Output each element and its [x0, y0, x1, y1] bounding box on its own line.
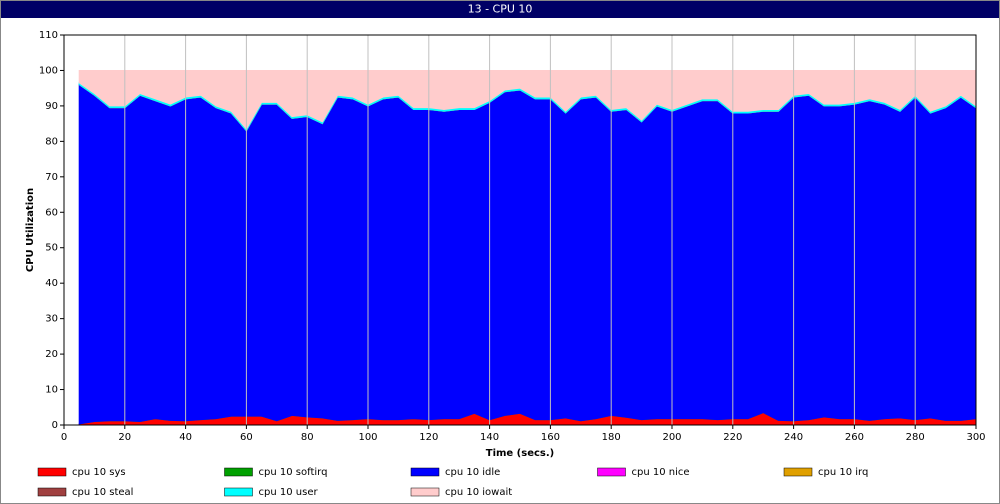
x-tick-label: 20	[118, 432, 131, 443]
legend-swatch	[224, 487, 253, 497]
y-tick-label: 60	[45, 207, 58, 218]
legend-swatch	[783, 467, 813, 477]
y-tick-label: 50	[45, 243, 58, 254]
y-tick-label: 20	[45, 349, 58, 360]
legend-label: cpu 10 irq	[818, 467, 868, 478]
x-tick-label: 0	[61, 432, 67, 443]
legend-swatch	[224, 467, 253, 477]
legend-swatch	[37, 467, 67, 477]
x-axis-label: Time (secs.)	[486, 448, 555, 459]
x-tick-label: 120	[419, 432, 438, 443]
legend-label: cpu 10 sys	[72, 467, 126, 478]
title-bar	[1, 1, 999, 18]
legend-label: cpu 10 nice	[632, 467, 690, 478]
legend-label: cpu 10 user	[259, 487, 319, 498]
y-axis-label: CPU Utilization	[25, 188, 36, 272]
x-tick-label: 260	[845, 432, 864, 443]
y-tick-label: 110	[39, 30, 58, 41]
x-tick-label: 80	[301, 432, 314, 443]
x-tick-label: 160	[541, 432, 560, 443]
legend-swatch	[410, 467, 440, 477]
y-tick-label: 70	[45, 172, 58, 183]
y-tick-label: 90	[45, 101, 58, 112]
x-tick-label: 40	[179, 432, 192, 443]
legend-swatch	[37, 487, 67, 497]
x-tick-label: 180	[602, 432, 621, 443]
legend-label: cpu 10 idle	[445, 467, 500, 478]
legend-label: cpu 10 softirq	[259, 467, 328, 478]
x-tick-label: 60	[240, 432, 253, 443]
x-tick-label: 100	[358, 432, 377, 443]
y-tick-label: 40	[45, 278, 58, 289]
legend-swatch	[597, 467, 626, 477]
x-tick-label: 200	[662, 432, 681, 443]
y-tick-label: 100	[39, 65, 58, 76]
legend-label: cpu 10 steal	[72, 487, 133, 498]
x-tick-label: 300	[966, 432, 985, 443]
y-tick-label: 0	[52, 420, 58, 431]
y-tick-label: 80	[45, 136, 58, 147]
y-tick-label: 30	[45, 314, 58, 325]
area	[78, 83, 977, 425]
x-tick-label: 240	[784, 432, 803, 443]
plot-border	[63, 34, 977, 426]
x-tick-label: 220	[723, 432, 742, 443]
x-tick-label: 280	[906, 432, 925, 443]
legend-swatch	[410, 487, 440, 497]
legend-label: cpu 10 iowait	[445, 487, 512, 498]
x-tick-label: 140	[480, 432, 499, 443]
y-tick-label: 10	[45, 385, 58, 396]
chart-title: 13 - CPU 10	[468, 3, 533, 16]
